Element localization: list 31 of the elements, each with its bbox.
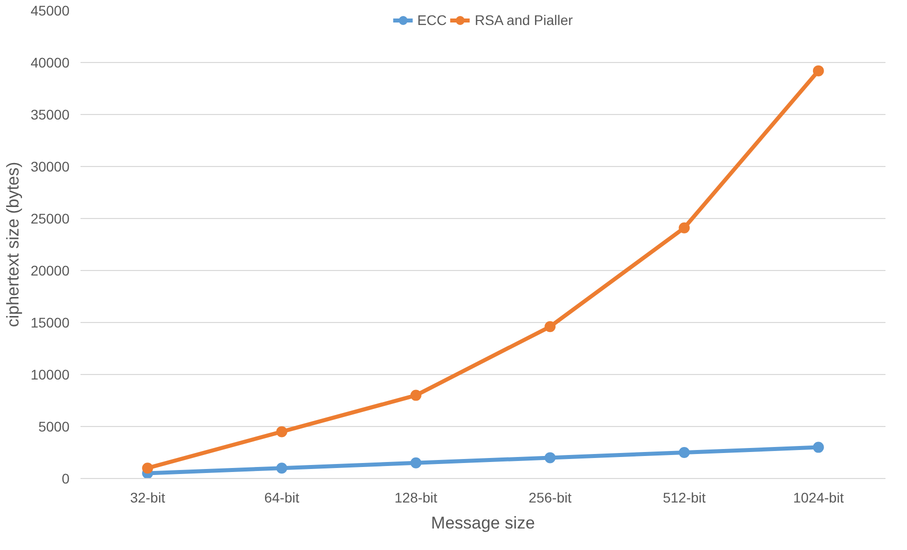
y-tick-label: 10000 <box>30 366 70 382</box>
point <box>678 447 690 458</box>
x-tick-label: 64-bit <box>264 490 300 506</box>
point <box>276 426 288 438</box>
point <box>142 462 154 474</box>
point <box>410 457 422 468</box>
point <box>812 442 824 453</box>
y-tick-label: 25000 <box>30 210 70 226</box>
y-tick-label: 20000 <box>30 262 70 278</box>
y-axis-title: ciphertext size (bytes) <box>4 162 23 328</box>
legend-label: RSA and Pialler <box>474 12 573 28</box>
y-tick-label: 15000 <box>30 314 70 330</box>
x-axis-title: Message size <box>431 514 535 532</box>
point <box>678 222 690 234</box>
y-tick-label: 35000 <box>30 106 70 122</box>
x-tick-label: 512-bit <box>662 490 706 506</box>
y-tick-label: 0 <box>62 470 70 486</box>
point <box>410 390 422 401</box>
x-tick-label: 1024-bit <box>793 490 844 506</box>
x-tick-label: 128-bit <box>394 490 438 506</box>
y-tick-label: 30000 <box>30 158 70 174</box>
x-tick-label: 32-bit <box>130 490 166 506</box>
y-tick-label: 5000 <box>38 418 70 434</box>
point <box>276 462 288 474</box>
x-tick-label: 256-bit <box>528 490 572 506</box>
point <box>544 321 556 332</box>
point <box>544 452 556 464</box>
y-tick-label: 45000 <box>30 2 70 18</box>
y-tick-label: 40000 <box>30 54 70 70</box>
legend-label: ECC <box>417 12 447 28</box>
point <box>812 65 824 76</box>
